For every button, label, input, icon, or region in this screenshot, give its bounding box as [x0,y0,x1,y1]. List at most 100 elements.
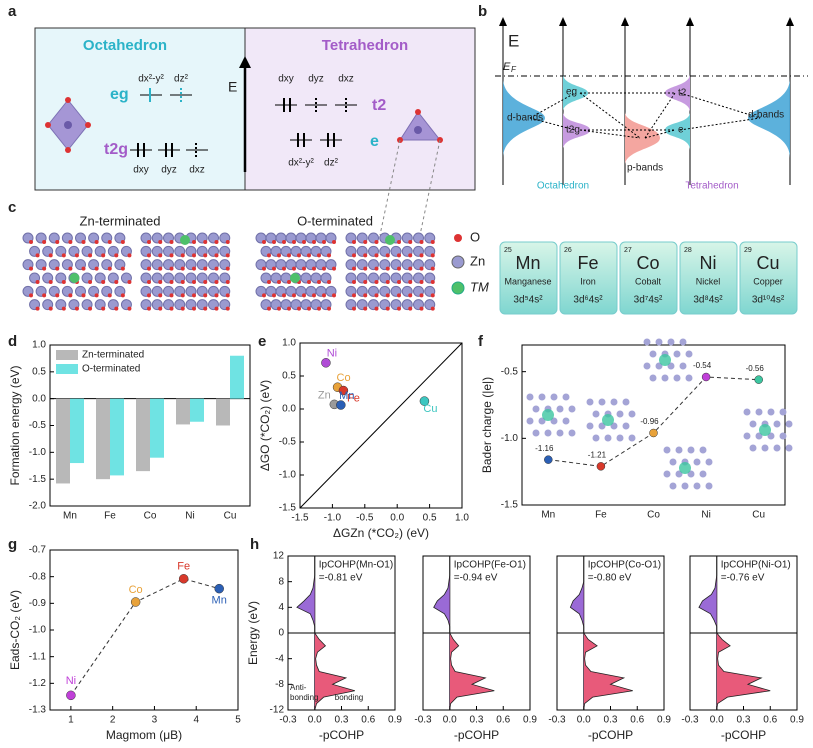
x-tick-label: 3 [152,715,158,726]
atom [61,306,66,311]
element-card [499,241,558,315]
x-tick-label: 0.3 [470,715,484,726]
y-tick-label: -1.0 [279,470,297,481]
inset-atom [773,420,781,428]
atom [214,253,219,258]
atom [68,240,73,244]
x-tick-label: 0.3 [737,715,751,726]
antibonding-area [433,556,450,710]
legend-swatch [56,350,78,360]
element-name: Copper [753,276,783,286]
inset-atom [643,338,651,346]
inset-atom [755,432,763,440]
atom [292,240,296,244]
x-tick-label: -1.0 [324,513,342,524]
x-axis-label: Magmom (μB) [106,728,182,742]
atom [363,306,368,311]
inset-atom [622,422,630,430]
atom [114,280,119,284]
inset-atom [767,432,775,440]
y-tick-label: -1.0 [29,447,47,458]
x-axis-label: -pCOHP [588,728,633,742]
atom [203,293,208,298]
inset-atom [586,398,594,406]
cohp-title: IpCOHP(Co-O1) [588,560,661,571]
atom [35,253,40,258]
x-tick-label: Ni [185,511,194,522]
inset-atom [679,362,687,370]
atom [48,253,53,258]
inset-atom [743,408,751,416]
band [625,112,660,165]
inset-atom [556,405,564,413]
atom [203,240,208,244]
inset-atom [616,434,624,442]
point [701,372,711,382]
atom [272,266,276,271]
panel-label: d [8,333,17,350]
atom [287,253,291,258]
inset-atom [538,393,546,401]
data-label: -0.96 [640,417,659,426]
inset-atom [693,482,701,490]
atom [374,293,379,298]
atom [363,240,368,244]
x-tick-label: Fe [104,511,116,522]
bonding-area [449,556,495,710]
atom [214,266,219,271]
atom [214,280,219,284]
element-card [679,241,738,315]
band [563,74,588,112]
inset-atom [705,458,713,466]
inset-center [679,462,691,474]
inset-atom [693,458,701,466]
element-name: Iron [580,276,596,286]
atom [192,240,196,244]
point [596,462,606,471]
element-number: 26 [564,247,572,254]
atom [94,266,99,271]
x-tick-label: 4 [193,715,199,726]
x-tick-label: 2 [110,715,116,726]
bonding-area [314,556,355,710]
cohp-title: IpCOHP(Mn-O1) [319,560,393,571]
cohp-title: IpCOHP(Ni-O1) [721,560,791,571]
oct-title: Octahedron [83,37,167,54]
panel-label: c [8,199,16,216]
atom [277,253,281,258]
element-config: 3d⁸4s² [693,295,723,306]
note: Anti- [290,683,307,692]
x-tick-label: -0.3 [548,715,566,726]
y-tick-label: 12 [273,551,285,562]
tet-e: e [370,133,379,150]
bar [190,398,204,422]
y-tick-label: -0.8 [29,571,47,582]
inset-atom [568,429,576,437]
inset-atom [699,470,707,478]
atom [408,253,413,258]
atom [374,266,379,271]
atom [203,306,208,311]
atom [180,280,185,284]
cohp-title: IpCOHP(Fe-O1) [454,560,526,571]
cohp-value: =-0.94 eV [454,573,498,584]
atom [107,240,112,244]
point [336,400,346,410]
point-label: Zn [318,389,331,401]
atom [214,306,219,311]
atom [352,280,356,284]
arrow-head [239,56,251,68]
inset-atom [673,350,681,358]
atom [272,293,276,298]
orbital: dxz [189,165,205,176]
y-tick-label: -0.7 [29,545,47,556]
x-tick-label: -0.3 [279,715,297,726]
cohp-line [433,556,495,711]
panel-label: b [478,3,487,20]
inset-atom [667,338,675,346]
cohp-line [296,556,355,711]
x-tick-label: -1.5 [291,513,309,524]
legend-swatch [451,281,465,295]
atom [35,306,40,311]
x-tick-label: 0.6 [496,715,510,726]
